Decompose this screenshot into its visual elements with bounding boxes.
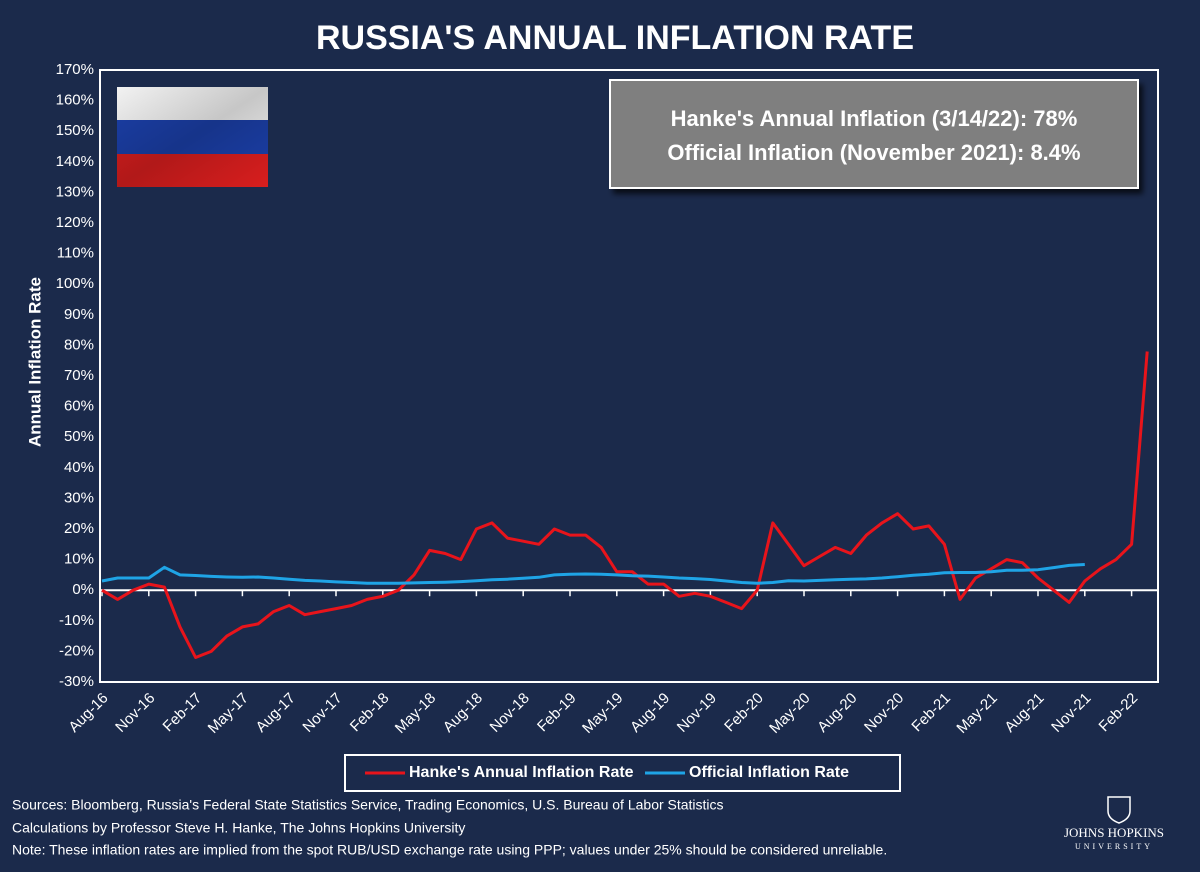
x-tick-label: Aug-18	[440, 690, 486, 736]
x-tick-label: May-21	[953, 690, 1000, 737]
plot-frame	[99, 69, 1159, 683]
x-tick-label: Aug-17	[253, 690, 299, 736]
x-tick-label: Aug-20	[814, 690, 860, 736]
x-tick-label: May-17	[205, 690, 252, 737]
y-tick-label: 80%	[64, 336, 94, 353]
y-tick-label: -30%	[59, 673, 94, 690]
y-tick-label: 160%	[56, 92, 94, 109]
y-tick-label: 60%	[64, 398, 94, 415]
x-tick-label: May-18	[392, 690, 439, 737]
x-tick-label: Nov-16	[112, 690, 158, 736]
annotation: Hanke's Annual Inflation (3/14/22): 78%	[671, 106, 1078, 131]
y-tick-label: 130%	[56, 183, 94, 200]
y-tick-label: 20%	[64, 520, 94, 537]
series-line	[101, 351, 1149, 659]
legend-label: Official Inflation Rate	[689, 764, 849, 781]
x-tick-label: Feb-17	[160, 690, 206, 736]
footnote: Calculations by Professor Steve H. Hanke…	[12, 820, 465, 836]
x-tick-label: Nov-19	[674, 690, 720, 736]
x-tick-label: Aug-21	[1001, 690, 1047, 736]
x-tick-label: Nov-20	[861, 690, 907, 736]
flag	[117, 87, 268, 187]
x-tick-label: Feb-22	[1096, 690, 1142, 736]
x-tick-label: May-20	[766, 690, 813, 737]
legend-label: Hanke's Annual Inflation Rate	[409, 764, 634, 781]
logo: JOHNS HOPKINS UNIVERSITY	[1064, 796, 1164, 851]
y-tick-label: 10%	[64, 551, 94, 568]
y-tick-label: -20%	[59, 642, 94, 659]
series-line	[101, 563, 1085, 585]
x-tick-label: Nov-17	[299, 690, 345, 736]
y-tick-label: 120%	[56, 214, 94, 231]
y-tick-label: 50%	[64, 428, 94, 445]
x-tick-label: Aug-19	[627, 690, 673, 736]
y-tick-label: 40%	[64, 459, 94, 476]
x-tick-label: Feb-21	[908, 690, 954, 736]
legend	[344, 754, 901, 792]
x-tick-label: Nov-18	[487, 690, 533, 736]
y-tick-label: 0%	[72, 581, 94, 598]
footnote: Sources: Bloomberg, Russia's Federal Sta…	[12, 797, 724, 813]
y-tick-label: -10%	[59, 612, 94, 629]
x-tick-label: Feb-18	[347, 690, 393, 736]
x-tick-label: Nov-21	[1048, 690, 1094, 736]
y-tick-label: 70%	[64, 367, 94, 384]
chart-title: RUSSIA'S ANNUAL INFLATION RATE	[316, 19, 914, 57]
x-tick-label: Feb-19	[534, 690, 580, 736]
y-tick-label: 140%	[56, 153, 94, 170]
y-tick-label: 100%	[56, 275, 94, 292]
footnote: Note: These inflation rates are implied …	[12, 842, 887, 858]
annotation-box: Hanke's Annual Inflation (3/14/22): 78% …	[609, 79, 1139, 189]
y-tick-label: 170%	[56, 61, 94, 78]
x-tick-label: Feb-20	[721, 690, 767, 736]
y-axis-title: Annual Inflation Rate	[25, 277, 44, 447]
y-tick-label: 150%	[56, 122, 94, 139]
logo-text: UNIVERSITY	[1075, 842, 1153, 851]
x-tick-label: Aug-16	[65, 690, 111, 736]
y-tick-label: 90%	[64, 306, 94, 323]
x-tick-label: May-19	[579, 690, 626, 737]
annotation: Official Inflation (November 2021): 8.4%	[667, 140, 1080, 165]
y-tick-label: 110%	[57, 245, 94, 262]
logo-text: JOHNS HOPKINS	[1064, 825, 1164, 840]
y-tick-label: 30%	[64, 489, 94, 506]
